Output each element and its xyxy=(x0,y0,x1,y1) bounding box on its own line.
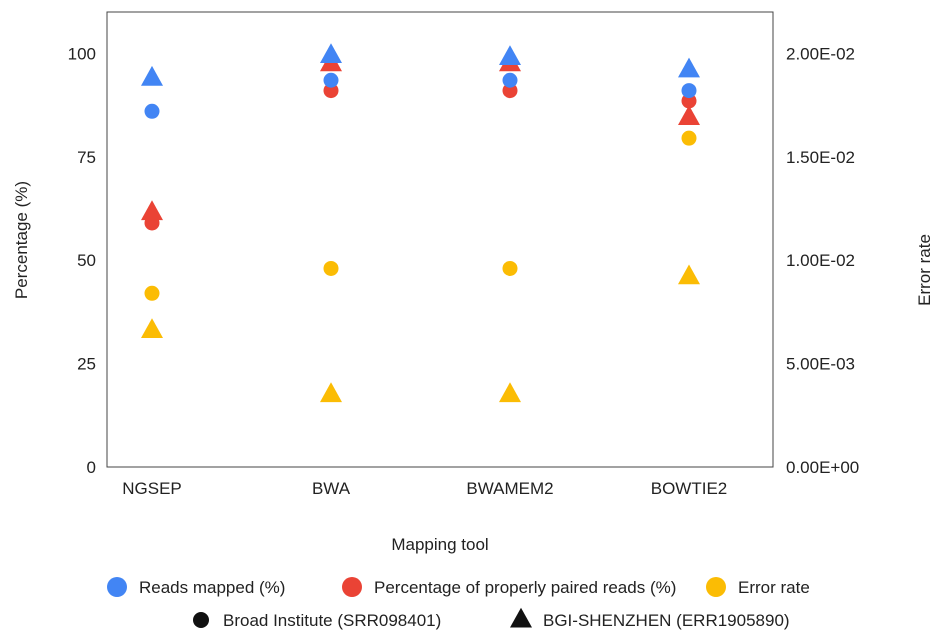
y-tick-label: 0 xyxy=(87,458,96,477)
data-point xyxy=(681,93,697,109)
y-axis-title: Percentage (%) xyxy=(12,181,31,299)
legend-color-swatch xyxy=(342,577,362,597)
legend-color-swatch xyxy=(706,577,726,597)
data-point xyxy=(144,285,160,301)
y-tick-label: 50 xyxy=(77,251,96,270)
data-point xyxy=(323,72,339,88)
data-point xyxy=(323,260,339,276)
data-point xyxy=(502,72,518,88)
data-point xyxy=(502,260,518,276)
legend-label: Percentage of properly paired reads (%) xyxy=(374,578,676,597)
y-tick-label: 100 xyxy=(68,44,96,63)
plot-area-frame xyxy=(106,11,774,468)
data-point xyxy=(678,105,700,125)
data-point xyxy=(320,43,342,63)
y-tick-label: 75 xyxy=(77,148,96,167)
y2-tick-label: 1.00E-02 xyxy=(786,251,855,270)
y2-tick-label: 2.00E-02 xyxy=(786,44,855,63)
data-point xyxy=(499,382,521,403)
x-axis-title: Mapping tool xyxy=(391,535,488,554)
data-point xyxy=(320,382,342,403)
data-point xyxy=(681,83,697,99)
y2-tick-label: 5.00E-03 xyxy=(786,355,855,374)
x-tick-label: BWA xyxy=(312,479,351,498)
data-point xyxy=(141,318,163,338)
data-point xyxy=(499,45,521,65)
legend-label: Broad Institute (SRR098401) xyxy=(223,611,441,630)
x-tick-label: BWAMEM2 xyxy=(466,479,553,498)
legend-label: BGI-SHENZHEN (ERR1905890) xyxy=(543,611,790,630)
data-point xyxy=(141,200,163,221)
data-point xyxy=(144,103,160,119)
legend-label: Error rate xyxy=(738,578,810,597)
data-point xyxy=(681,130,697,146)
legend-label: Reads mapped (%) xyxy=(139,578,285,597)
legend-shape-swatch xyxy=(193,612,209,628)
data-point xyxy=(141,65,163,86)
y2-tick-label: 1.50E-02 xyxy=(786,148,855,167)
data-point xyxy=(678,264,700,285)
x-tick-label: NGSEP xyxy=(122,479,182,498)
legend-color-swatch xyxy=(107,577,127,597)
y-tick-label: 25 xyxy=(77,355,96,374)
legend-shape-swatch xyxy=(510,607,532,628)
data-point xyxy=(323,83,339,99)
data-point xyxy=(502,83,518,99)
y2-tick-label: 0.00E+00 xyxy=(786,458,859,477)
x-tick-label: BOWTIE2 xyxy=(651,479,728,498)
data-point xyxy=(678,57,700,78)
y2-axis-title: Error rate xyxy=(915,234,934,306)
